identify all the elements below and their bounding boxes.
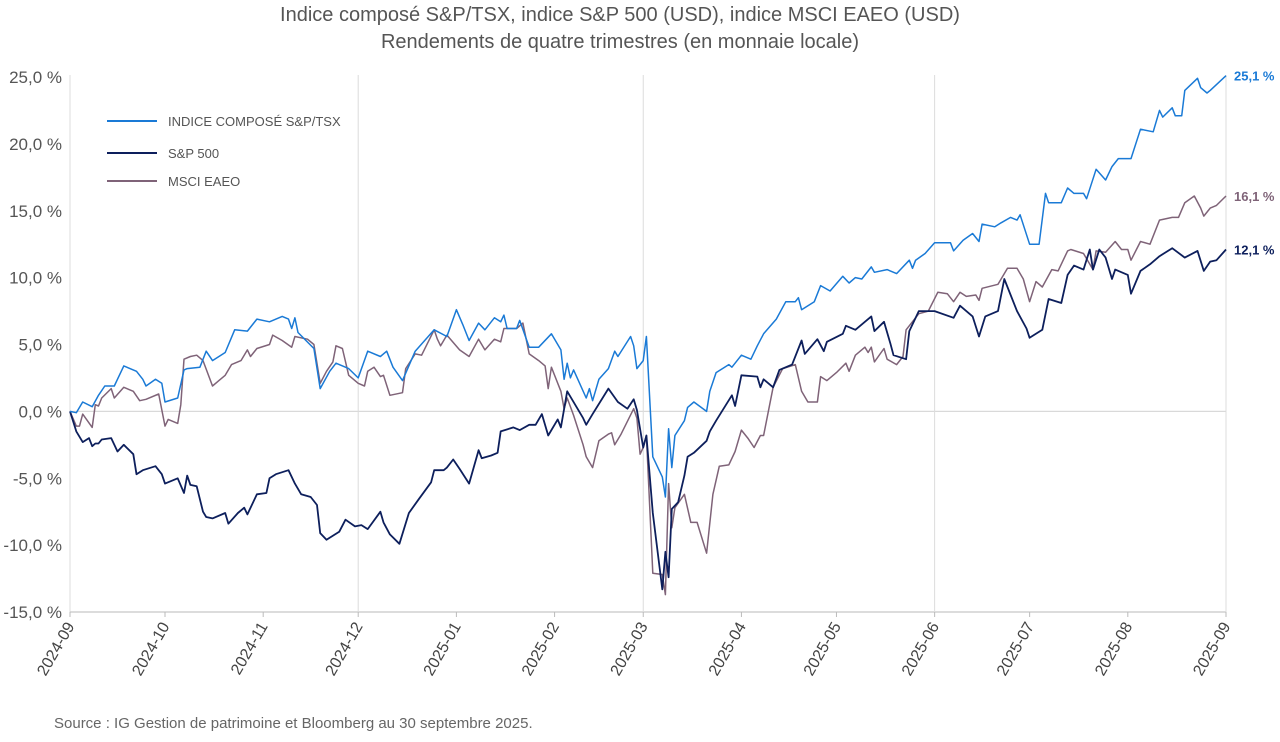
legend-label: INDICE COMPOSÉ S&P/TSX <box>168 114 341 129</box>
x-tick-label: 2025-08 <box>1092 619 1136 678</box>
y-tick-label: -15,0 % <box>3 603 62 622</box>
end-value-label: 25,1 % <box>1234 69 1275 84</box>
legend: INDICE COMPOSÉ S&P/TSX S&P 500 MSCI EAEO <box>107 114 341 189</box>
x-axis-ticks: 2024-09 2024-10 2024-11 2024-12 2025-01 2025-… <box>34 612 1235 679</box>
x-tick-label: 2024-10 <box>129 619 173 678</box>
y-tick-label: -10,0 % <box>3 536 62 555</box>
legend-label: S&P 500 <box>168 146 219 161</box>
x-tick-label: 2025-03 <box>608 619 652 678</box>
end-value-label: 12,1 % <box>1234 243 1275 258</box>
x-tick-label: 2025-02 <box>519 619 563 678</box>
y-axis-ticks: 25,0 % 20,0 % 15,0 % 10,0 % 5,0 % 0,0 % -5,0 %… <box>3 68 62 622</box>
x-tick-label: 2024-11 <box>228 619 272 677</box>
x-tick-label: 2024-12 <box>323 619 367 678</box>
y-tick-label: 10,0 % <box>9 269 62 288</box>
x-tick-label: 2024-09 <box>34 619 78 678</box>
x-tick-label: 2025-05 <box>801 619 845 678</box>
x-tick-label: 2025-04 <box>706 619 750 678</box>
legend-label: MSCI EAEO <box>168 174 240 189</box>
series-line-indice-compos-s-p-tsx <box>69 75 1227 498</box>
x-tick-label: 2025-01 <box>421 619 465 678</box>
x-tick-label: 2025-06 <box>899 619 943 678</box>
chart-subtitle: Rendements de quatre trimestres (en monn… <box>381 31 859 53</box>
end-labels: 16,1 % 12,1 % 25,1 % <box>1234 69 1275 258</box>
x-tick-label: 2025-09 <box>1190 619 1234 678</box>
y-tick-label: -5,0 % <box>13 469 62 488</box>
y-tick-label: 25,0 % <box>9 68 62 87</box>
chart-title: Indice composé S&P/TSX, indice S&P 500 (… <box>280 4 960 26</box>
grid <box>69 75 1227 613</box>
series-lines <box>69 75 1227 596</box>
y-tick-label: 20,0 % <box>9 135 62 154</box>
y-tick-label: 5,0 % <box>19 336 62 355</box>
series-line-msci-eaeo <box>69 195 1227 596</box>
end-value-label: 16,1 % <box>1234 189 1275 204</box>
series-line-s-p-500 <box>69 247 1227 591</box>
y-tick-label: 0,0 % <box>19 402 62 421</box>
source-note: Source : IG Gestion de patrimoine et Blo… <box>54 715 533 732</box>
y-tick-label: 15,0 % <box>9 202 62 221</box>
x-tick-label: 2025-07 <box>994 619 1038 678</box>
